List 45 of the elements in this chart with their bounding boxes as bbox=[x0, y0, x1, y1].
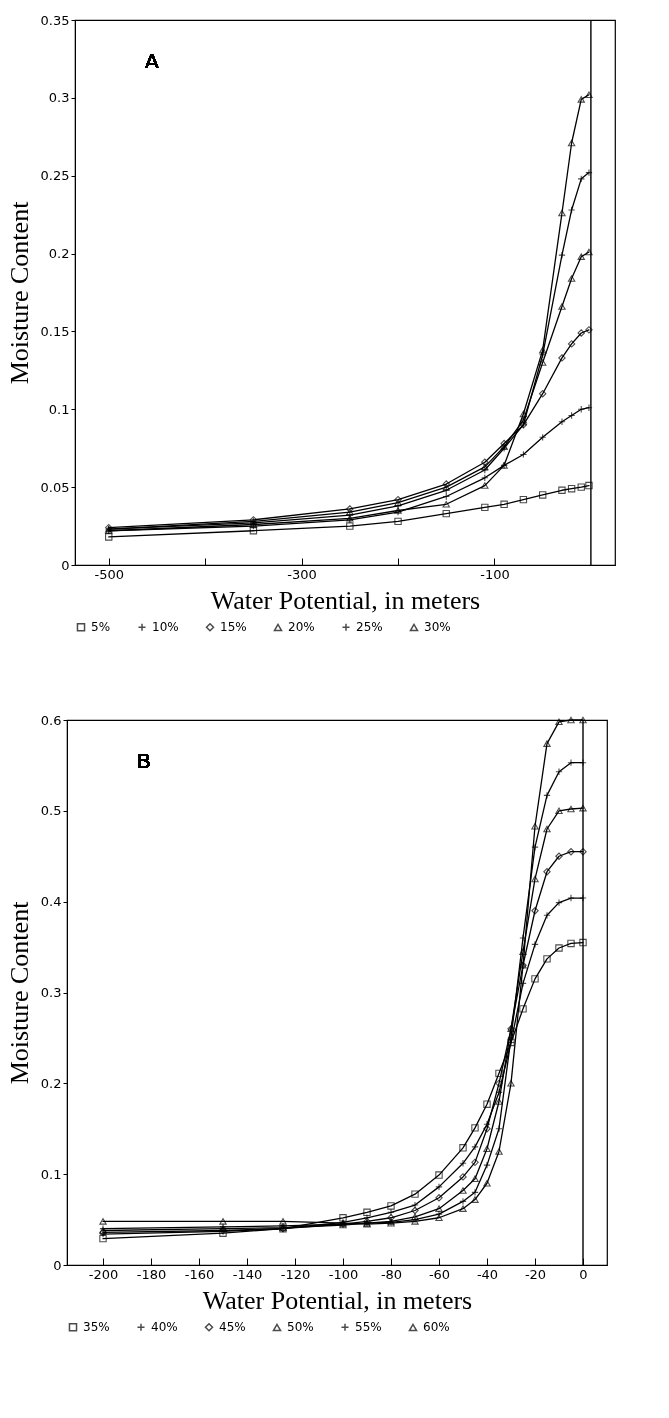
legend-label: 40% bbox=[151, 1320, 178, 1335]
y-axis-title: Moisture Content bbox=[4, 200, 34, 385]
legend-label: 10% bbox=[152, 620, 179, 635]
x-axis-title: Water Potential, in meters bbox=[210, 585, 481, 615]
y-tick-label: 0.4 bbox=[40, 894, 62, 910]
y-tick-label: 0.3 bbox=[40, 985, 62, 1000]
y-tick-label: 0.05 bbox=[40, 479, 70, 495]
y-tick-label: 0.35 bbox=[40, 12, 70, 28]
y-tick-label: 0.1 bbox=[48, 401, 70, 417]
y-tick-label: 0.2 bbox=[48, 246, 70, 262]
x-tick-label: -100 bbox=[328, 1266, 359, 1282]
x-tick-label: -160 bbox=[184, 1266, 215, 1282]
y-tick-label: 0.25 bbox=[40, 168, 70, 184]
y-tick-label: 0.15 bbox=[40, 323, 70, 339]
x-tick-label: -20 bbox=[524, 1266, 547, 1282]
x-tick-label: 0 bbox=[579, 1266, 588, 1282]
annotation: B bbox=[137, 749, 151, 773]
x-tick-label: -120 bbox=[280, 1266, 311, 1282]
x-tick-label: -140 bbox=[232, 1266, 263, 1282]
x-tick-label: -40 bbox=[476, 1266, 499, 1282]
legend-label: 15% bbox=[220, 620, 247, 635]
x-tick-label: -500 bbox=[94, 566, 125, 582]
y-tick-label: 0.6 bbox=[40, 712, 62, 728]
legend-label: 35% bbox=[83, 1320, 110, 1335]
legend-label: 60% bbox=[423, 1320, 450, 1335]
x-tick-label: -100 bbox=[480, 566, 510, 582]
x-axis-title: Water Potential, in meters bbox=[202, 1285, 473, 1315]
legend-label: 5% bbox=[91, 620, 111, 635]
legend-label: 55% bbox=[355, 1320, 382, 1335]
legend-label: 20% bbox=[288, 620, 315, 635]
y-tick-label: 0.2 bbox=[40, 1075, 62, 1091]
annotation: A bbox=[145, 49, 159, 73]
y-tick-label: 0.1 bbox=[40, 1166, 62, 1182]
x-tick-label: -80 bbox=[380, 1266, 403, 1282]
y-tick-label: 0.5 bbox=[40, 803, 62, 819]
x-tick-label: -200 bbox=[88, 1266, 119, 1282]
x-tick-label: -60 bbox=[428, 1266, 451, 1282]
y-tick-label: 0.3 bbox=[48, 90, 70, 106]
y-axis-title: Moisture Content bbox=[4, 900, 34, 1085]
legend-label: 50% bbox=[287, 1320, 314, 1335]
legend-label: 25% bbox=[356, 620, 383, 635]
legend-label: 30% bbox=[424, 620, 451, 635]
x-tick-label: -180 bbox=[136, 1266, 167, 1282]
x-tick-label: -300 bbox=[287, 566, 317, 582]
legend-label: 45% bbox=[219, 1320, 246, 1335]
